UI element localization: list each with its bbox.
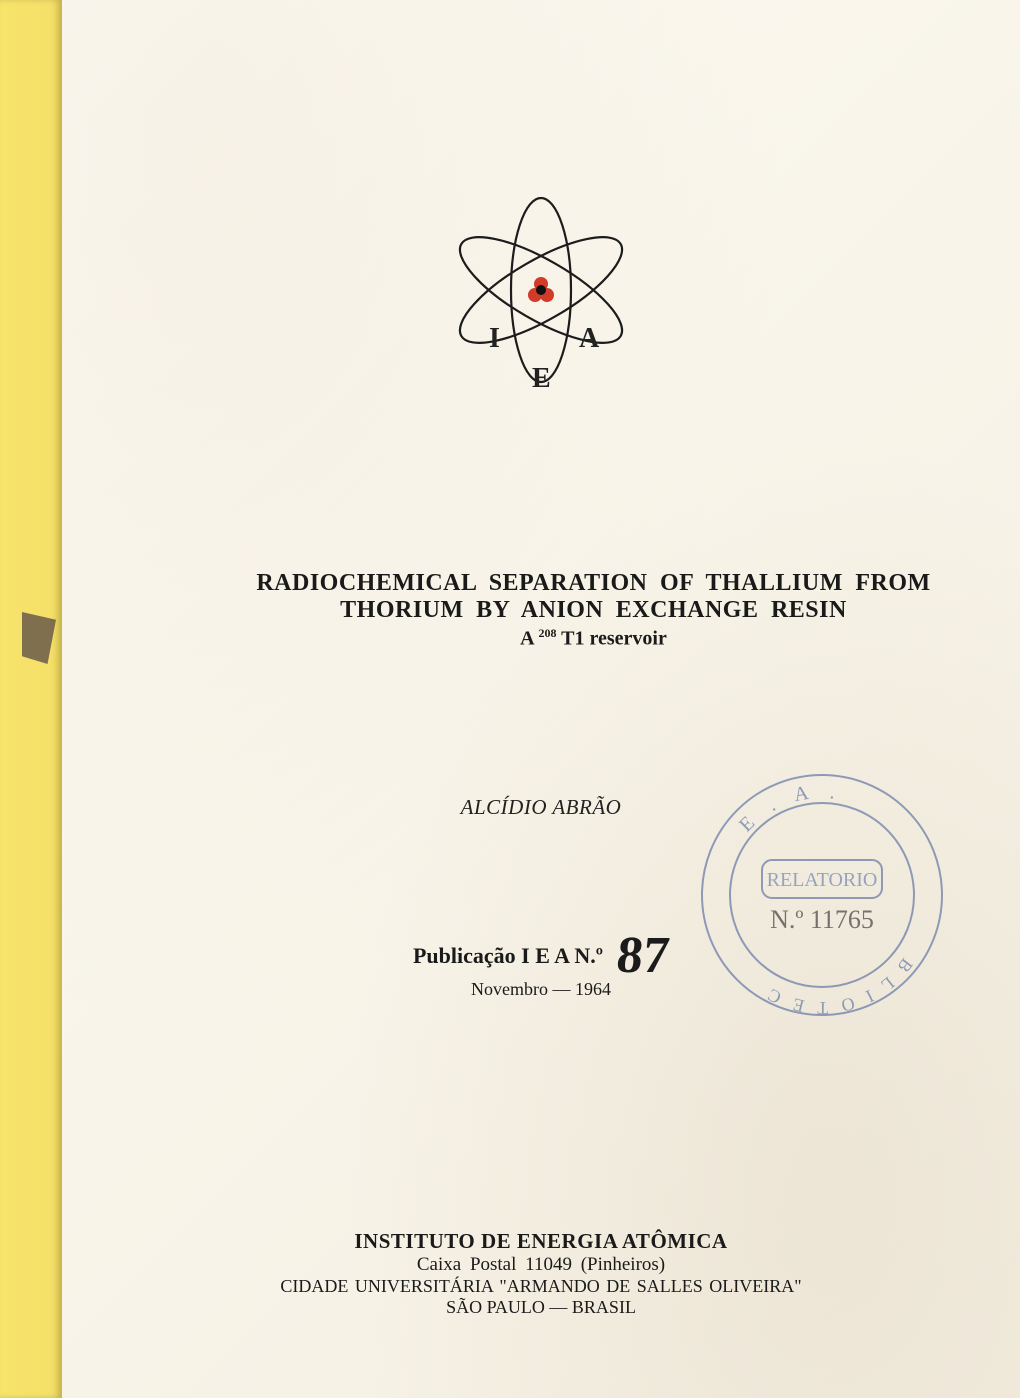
footer-country: SÃO PAULO — BRASIL [62,1297,1020,1318]
publication-block: Publicação I E A N.º 87 Novembro — 1964 [62,935,1020,1000]
subtitle-prefix: A [520,628,538,650]
logo-letter-right: A [579,323,600,354]
stamp-box-label: RELATORIO [767,869,878,891]
page-surface: I A E RADIOCHEMICAL SEPARATION OF THALLI… [62,0,1020,1398]
footer-institute: INSTITUTO DE ENERGIA ATÔMICA [62,1229,1020,1254]
subtitle-super: 208 [539,626,557,640]
subtitle: A 208 T1 reservoir [247,626,940,651]
iea-atom-logo: I A E [441,185,641,395]
stamp-number: N.º 11765 [770,905,874,934]
svg-text:E . A .: E . A . [735,781,844,837]
publication-number: 87 [615,935,671,977]
publication-label: Publicação I E A N.º [413,943,603,969]
publication-date: Novembro — 1964 [62,979,1020,1000]
publication-line: Publicação I E A N.º 87 [413,935,669,977]
subtitle-suffix: T1 reservoir [557,628,667,650]
footer-city: CIDADE UNIVERSITÁRIA "ARMANDO DE SALLES … [62,1276,1020,1297]
book-spine [0,0,62,1398]
logo-letter-left: I [489,323,500,354]
title-block: RADIOCHEMICAL SEPARATION OF THALLIUM FRO… [247,570,940,651]
title-line-2: THORIUM BY ANION EXCHANGE RESIN [247,597,940,624]
title-line-1: RADIOCHEMICAL SEPARATION OF THALLIUM FRO… [247,570,940,597]
footer-postal: Caixa Postal 11049 (Pinheiros) [62,1254,1020,1276]
stamp-top-text: E . A . [735,781,844,837]
logo-letter-bottom: E [532,363,551,394]
footer-block: INSTITUTO DE ENERGIA ATÔMICA Caixa Posta… [62,1229,1020,1318]
